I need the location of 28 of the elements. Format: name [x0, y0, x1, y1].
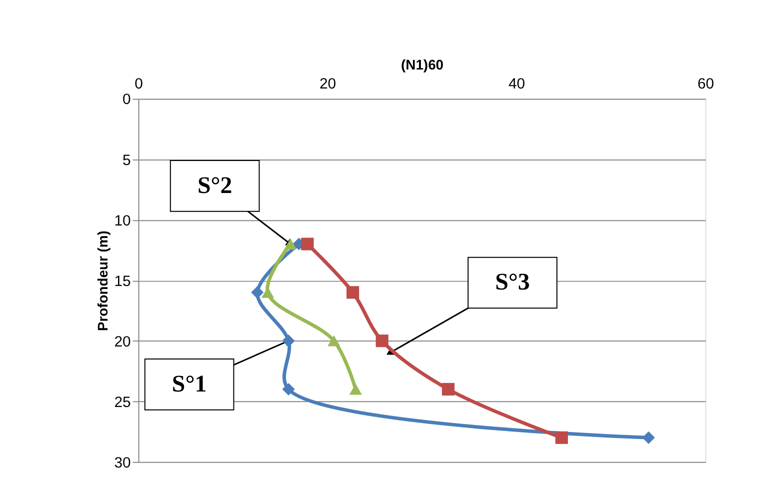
- annotation: S°3: [495, 270, 530, 296]
- annotation: S°2: [197, 172, 232, 199]
- point: [328, 335, 340, 346]
- annotation: S°1: [172, 371, 207, 398]
- y-tick-label: 25: [114, 394, 131, 411]
- point: [376, 334, 388, 348]
- point: [301, 238, 314, 250]
- y-tick-label: 30: [114, 454, 131, 472]
- x-tick-label: 60: [697, 75, 714, 92]
- x-tick-label: 0: [134, 75, 143, 92]
- point: [346, 286, 360, 299]
- y-tick-label: 15: [114, 272, 131, 290]
- point: [349, 384, 362, 395]
- x-tick-label: 20: [319, 75, 336, 92]
- point: [284, 238, 297, 250]
- point: [642, 431, 655, 444]
- point: [282, 382, 295, 396]
- point: [282, 334, 295, 348]
- y-tick-label: 0: [122, 91, 131, 108]
- x-axis-title: (N1)60: [401, 56, 444, 72]
- point: [555, 431, 568, 444]
- y-tick-label: 10: [114, 212, 131, 230]
- point: [442, 382, 455, 396]
- y-axis-title: Profondeur (m): [94, 230, 110, 332]
- x-tick-label: 40: [508, 75, 526, 92]
- y-tick-label: 5: [122, 152, 131, 169]
- y-tick-label: 20: [114, 333, 131, 350]
- point: [251, 286, 264, 299]
